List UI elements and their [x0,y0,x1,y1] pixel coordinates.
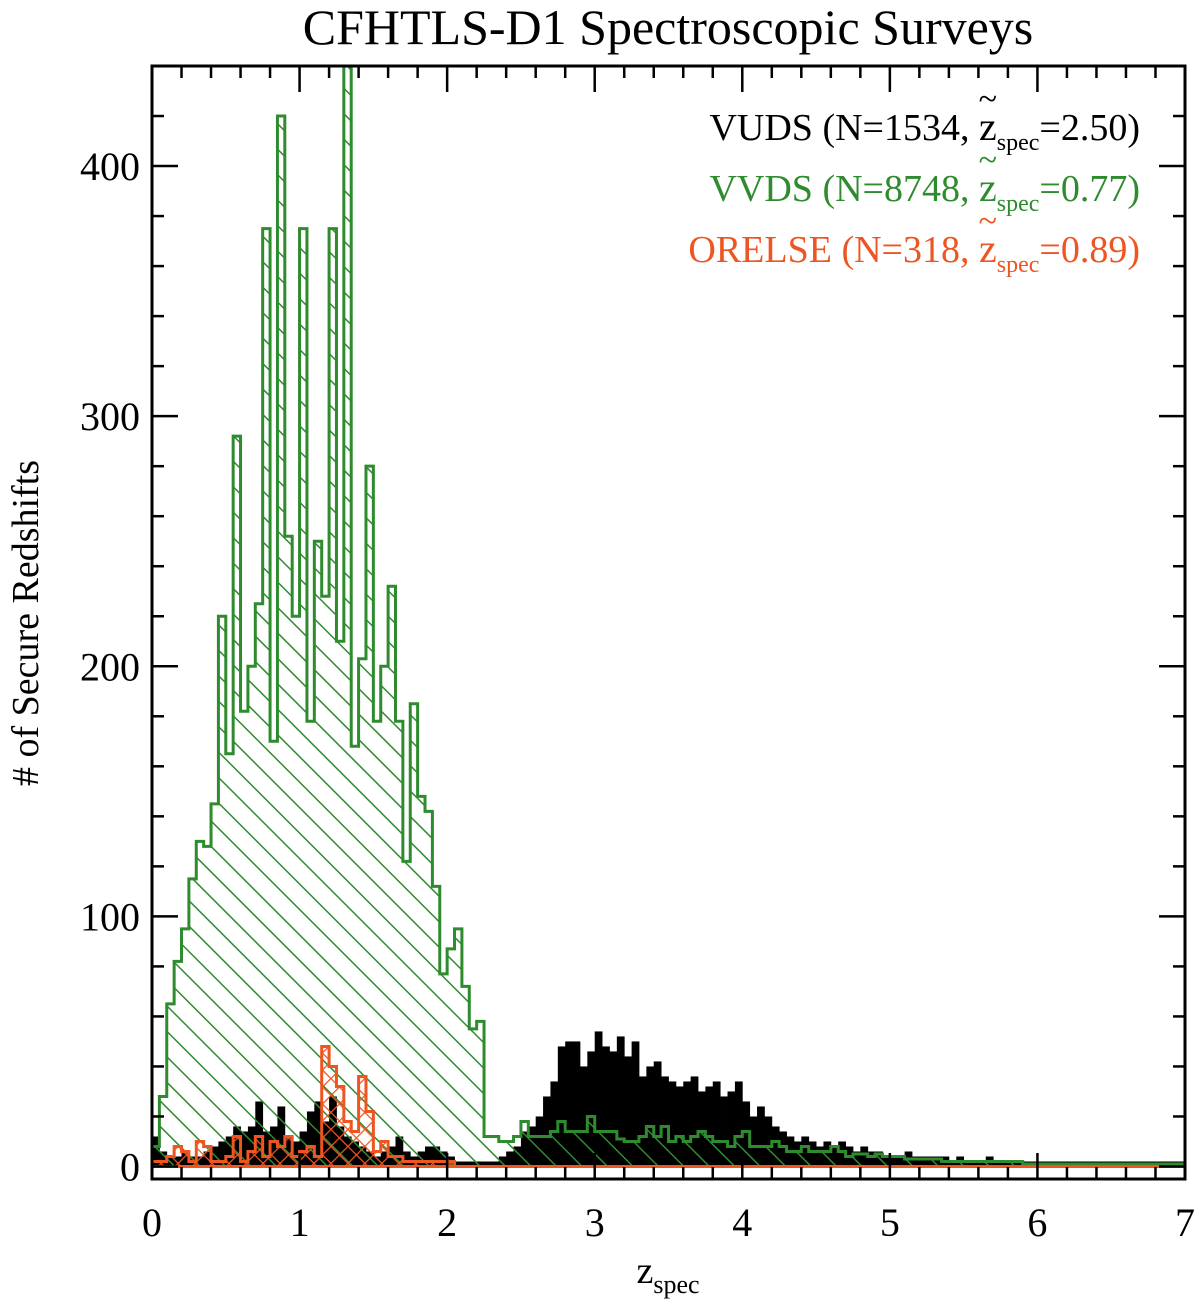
vuds-bar [683,1081,692,1167]
ticks-layer: 0 1 2 3 4 5 6 7 0 100 200 300 400 [80,64,1195,1245]
x-axis-label-main: z [636,1250,653,1292]
legend-entry-vvds: VVDS (N=8748, zspec=0.77) [709,165,1140,217]
vuds-bar [734,1081,743,1167]
x-tick-label: 1 [290,1200,310,1245]
legend-entry-vuds: VUDS (N=1534, zspec=2.50) [709,104,1140,156]
vuds-bar [550,1081,559,1167]
vuds-bar [624,1056,633,1167]
vuds-bar [638,1076,647,1167]
y-tick-label: 0 [120,1144,140,1189]
series-orelse [152,1044,1185,1168]
x-tick-label: 6 [1027,1200,1047,1245]
legend-median-sub: spec [997,130,1040,156]
legend-median-value: =2.50) [1039,107,1140,149]
x-tick-label: 0 [142,1200,162,1245]
vuds-bar [668,1081,677,1167]
y-tick-label: 300 [80,394,140,439]
legend: VUDS (N=1534, zspec=2.50)~VVDS (N=8748, … [688,81,1140,278]
vuds-bar [631,1041,640,1167]
legend-entry-orelse: ORELSE (N=318, zspec=0.89) [688,226,1140,278]
legend-median-symbol: z [979,104,997,149]
legend-label: VUDS (N=1534, [709,107,979,149]
vuds-bar [602,1046,610,1167]
plot-frame [150,64,1187,1181]
vuds-bar [764,1116,773,1167]
x-axis-label-sub: spec [653,1270,699,1299]
median-tilde: ~ [979,81,997,118]
vuds-bar [727,1091,736,1167]
legend-median-symbol: z [979,226,997,271]
vuds-bar [675,1086,684,1167]
vuds-bar [720,1096,728,1167]
legend-median-sub: spec [997,252,1040,278]
vuds-bar [712,1081,721,1167]
vuds-bar [579,1066,588,1167]
vuds-bar [646,1066,655,1167]
vuds-bar [690,1076,699,1167]
vuds-bar [565,1041,573,1167]
x-tick-label: 4 [732,1200,752,1245]
y-tick-label: 100 [80,894,140,939]
median-tilde: ~ [979,142,997,179]
series-layer [152,66,1185,1168]
vuds-bar [661,1076,669,1167]
legend-median-symbol: z [979,165,997,210]
x-tick-label: 2 [437,1200,457,1245]
x-axis-label: zspec [636,1250,699,1299]
vuds-bar [557,1046,566,1167]
vuds-bar [653,1061,662,1167]
vuds-bar [572,1041,581,1167]
vuds-bar [616,1036,625,1167]
legend-median-sub: spec [997,191,1040,217]
chart-title: CFHTLS-D1 Spectroscopic Surveys [303,0,1034,55]
x-tick-label: 5 [880,1200,900,1245]
legend-median-value: =0.89) [1039,229,1140,271]
legend-label: VVDS (N=8748, [709,168,979,210]
x-tick-label: 7 [1175,1200,1195,1245]
y-tick-label: 400 [80,144,140,189]
vuds-bar [609,1051,618,1167]
vuds-bar [587,1051,596,1167]
vuds-bar [594,1031,603,1167]
y-axis-label: # of Secure Redshifts [5,460,47,786]
vuds-bar [749,1116,758,1167]
vuds-bar [757,1106,765,1167]
median-tilde: ~ [979,203,997,240]
series-vvds [152,66,1185,1168]
vuds-bar [698,1091,706,1167]
vvds-histogram [152,66,1185,1168]
vuds-bar [543,1096,551,1167]
orelse-histogram [152,1044,1185,1168]
y-tick-label: 200 [80,644,140,689]
x-tick-label: 3 [585,1200,605,1245]
vuds-bar [705,1086,714,1167]
legend-median-value: =0.77) [1039,168,1140,210]
legend-label: ORELSE (N=318, [688,229,979,271]
